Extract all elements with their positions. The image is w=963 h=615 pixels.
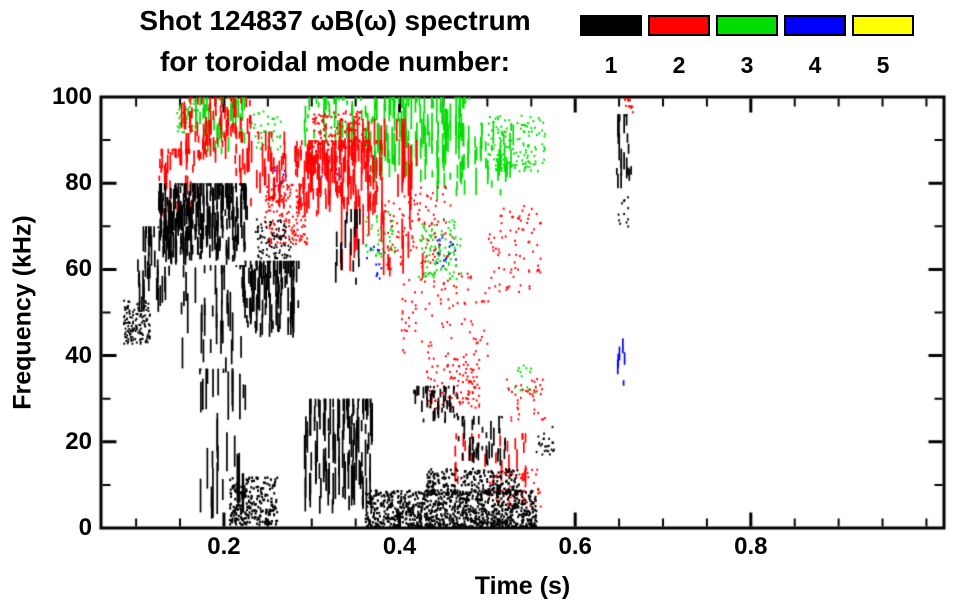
legend-swatch-n3: [716, 15, 778, 36]
legend-swatch-n1: [580, 15, 642, 36]
legend-label-n5: 5: [876, 52, 890, 78]
chart-title: Shot 124837 ωB(ω) spectrum: [139, 5, 531, 36]
legend-swatch-n4: [784, 15, 846, 36]
y-tick-label: 0: [78, 514, 92, 541]
y-axis-label-wrap: Frequency (kHz): [2, 97, 44, 528]
y-axis-label: Frequency (kHz): [8, 215, 37, 410]
x-tick-label: 0.4: [382, 533, 417, 560]
y-tick-label: 100: [51, 83, 92, 110]
y-tick-label: 60: [65, 255, 92, 283]
x-axis-label: Time (s): [474, 572, 571, 600]
legend-label-n3: 3: [740, 52, 754, 78]
legend-swatch-n5: [852, 15, 914, 36]
legend-label-n2: 2: [672, 52, 686, 78]
x-tick-label: 0.6: [558, 533, 592, 560]
y-tick-label: 80: [65, 169, 92, 197]
y-tick-label: 40: [65, 341, 92, 369]
legend-label-n1: 1: [604, 52, 618, 78]
legend-label-n4: 4: [808, 52, 822, 78]
x-tick-label: 0.2: [207, 533, 241, 560]
chart-subtitle: for toroidal mode number:: [160, 46, 510, 77]
legend-swatch-n2: [648, 15, 710, 36]
x-tick-label: 0.8: [734, 533, 768, 560]
y-tick-label: 20: [65, 427, 92, 455]
